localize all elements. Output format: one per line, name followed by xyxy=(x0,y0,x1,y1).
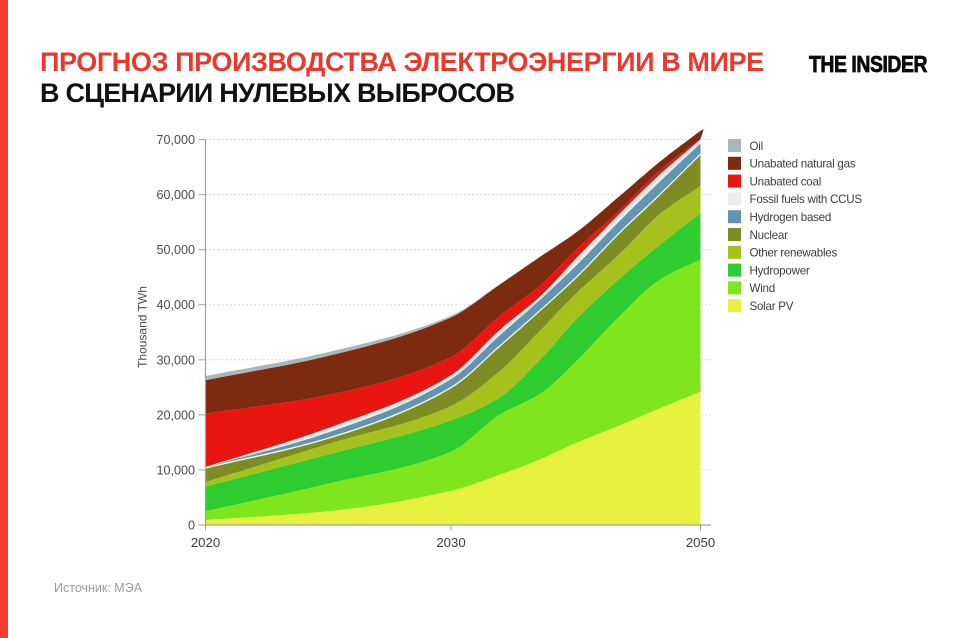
svg-text:Hydrogen based: Hydrogen based xyxy=(750,211,832,224)
svg-text:70,000: 70,000 xyxy=(156,133,195,147)
svg-text:30,000: 30,000 xyxy=(156,353,195,367)
svg-text:10,000: 10,000 xyxy=(156,463,195,477)
svg-text:Unabated coal: Unabated coal xyxy=(750,175,822,188)
svg-text:2050: 2050 xyxy=(686,535,715,550)
svg-text:50,000: 50,000 xyxy=(156,243,195,257)
svg-text:60,000: 60,000 xyxy=(156,188,195,202)
svg-text:Solar PV: Solar PV xyxy=(750,300,794,313)
svg-text:2020: 2020 xyxy=(191,535,220,550)
svg-text:Fossil fuels with CCUS: Fossil fuels with CCUS xyxy=(750,193,863,206)
svg-text:40,000: 40,000 xyxy=(156,298,195,312)
svg-text:Thousand TWh: Thousand TWh xyxy=(136,286,150,368)
svg-text:Nuclear: Nuclear xyxy=(750,229,789,242)
svg-text:Oil: Oil xyxy=(750,140,763,153)
svg-text:0: 0 xyxy=(188,519,195,533)
svg-text:Unabated natural gas: Unabated natural gas xyxy=(750,158,856,171)
svg-text:Other renewables: Other renewables xyxy=(750,247,838,260)
svg-text:Wind: Wind xyxy=(750,282,775,295)
svg-text:20,000: 20,000 xyxy=(156,408,195,422)
svg-text:2030: 2030 xyxy=(436,535,465,550)
svg-text:Hydropower: Hydropower xyxy=(750,264,810,277)
